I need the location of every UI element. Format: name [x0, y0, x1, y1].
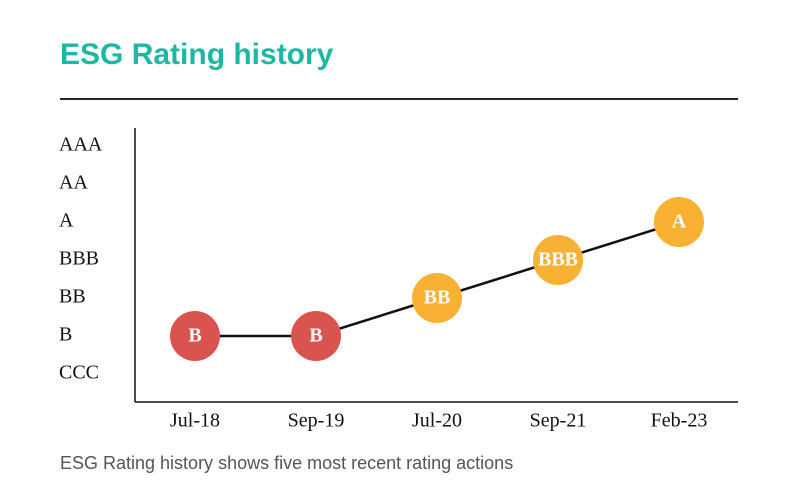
y-tick-bb: BB — [59, 286, 86, 308]
x-tick-sep-21: Sep-21 — [530, 410, 587, 432]
x-tick-feb-23: Feb-23 — [651, 410, 708, 432]
rating-label-sep-19: B — [309, 325, 322, 347]
x-tick-jul-18: Jul-18 — [170, 410, 220, 432]
chart-caption: ESG Rating history shows five most recen… — [60, 453, 514, 473]
rating-point-jul-18 — [170, 311, 220, 361]
rating-point-sep-19 — [291, 311, 341, 361]
x-tick-sep-19: Sep-19 — [288, 410, 345, 432]
rating-label-jul-20: BB — [424, 287, 451, 309]
x-tick-jul-20: Jul-20 — [412, 410, 462, 432]
y-tick-aaa: AAA — [59, 134, 103, 156]
title-divider — [60, 98, 738, 100]
rating-label-sep-21: BBB — [538, 249, 578, 271]
y-tick-a: A — [59, 210, 74, 232]
rating-point-feb-23 — [654, 197, 704, 247]
rating-label-jul-18: B — [188, 325, 201, 347]
y-tick-b: B — [59, 324, 72, 346]
rating-point-sep-21 — [533, 235, 583, 285]
y-tick-bbb: BBB — [59, 248, 99, 270]
y-tick-aa: AA — [59, 172, 88, 194]
chart-title: ESG Rating history — [60, 38, 334, 71]
rating-label-feb-23: A — [672, 211, 687, 233]
x-tick-labels: Jul-18 Sep-19 Jul-20 Sep-21 Feb-23 — [170, 410, 707, 432]
rating-point-jul-20 — [412, 273, 462, 323]
y-tick-ccc: CCC — [59, 362, 99, 384]
